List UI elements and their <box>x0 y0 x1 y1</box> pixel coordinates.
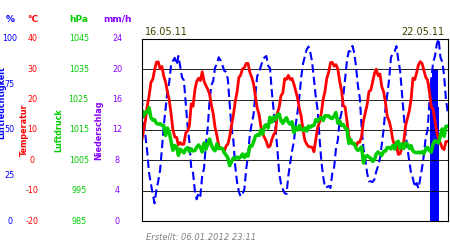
Text: 985: 985 <box>71 217 86 226</box>
Text: 8: 8 <box>114 156 120 165</box>
Text: 4: 4 <box>114 186 120 195</box>
Text: -10: -10 <box>26 186 39 195</box>
Text: 1035: 1035 <box>69 65 89 74</box>
Text: Temperatur: Temperatur <box>20 104 29 156</box>
Text: 995: 995 <box>71 186 86 195</box>
Text: 50: 50 <box>5 126 15 134</box>
Text: mm/h: mm/h <box>103 15 131 24</box>
Text: Luftfeuchtigkeit: Luftfeuchtigkeit <box>0 66 6 139</box>
Bar <box>432 69 438 221</box>
Text: 30: 30 <box>27 65 37 74</box>
Text: 1005: 1005 <box>69 156 89 165</box>
Text: 1015: 1015 <box>69 126 89 134</box>
Text: 12: 12 <box>112 126 122 134</box>
Text: Luftdruck: Luftdruck <box>54 108 63 152</box>
Text: 10: 10 <box>27 126 37 134</box>
Text: Niederschlag: Niederschlag <box>94 100 104 160</box>
Text: 20: 20 <box>27 95 37 104</box>
Text: 20: 20 <box>112 65 122 74</box>
Text: 0: 0 <box>30 156 35 165</box>
Text: 22.05.11: 22.05.11 <box>401 27 445 37</box>
Text: Erstellt: 06.01.2012 23:11: Erstellt: 06.01.2012 23:11 <box>146 234 256 242</box>
Text: 24: 24 <box>112 34 122 43</box>
Text: 25: 25 <box>5 171 15 180</box>
Text: hPa: hPa <box>69 15 88 24</box>
Text: 75: 75 <box>5 80 15 89</box>
Text: 0: 0 <box>7 217 13 226</box>
Text: 16.05.11: 16.05.11 <box>145 27 188 37</box>
Text: 100: 100 <box>2 34 18 43</box>
Text: °C: °C <box>27 15 38 24</box>
Text: -20: -20 <box>26 217 39 226</box>
Text: 40: 40 <box>27 34 37 43</box>
Text: 1045: 1045 <box>69 34 89 43</box>
Text: 16: 16 <box>112 95 122 104</box>
Text: 0: 0 <box>114 217 120 226</box>
Bar <box>430 84 436 221</box>
Text: 1025: 1025 <box>68 95 89 104</box>
Text: %: % <box>5 15 14 24</box>
Bar <box>434 107 440 221</box>
